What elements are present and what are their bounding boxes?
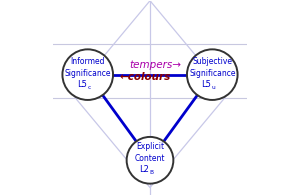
Text: Explicit
Content: Explicit Content: [135, 142, 165, 163]
Text: c: c: [87, 85, 90, 90]
Text: tempers→: tempers→: [129, 60, 181, 70]
Text: Subjective
Significance: Subjective Significance: [189, 57, 236, 78]
Text: B: B: [149, 170, 153, 175]
Circle shape: [187, 49, 238, 100]
Circle shape: [62, 49, 113, 100]
Circle shape: [127, 137, 173, 184]
Text: Informed
Significance: Informed Significance: [64, 57, 111, 78]
Text: L2: L2: [139, 165, 149, 174]
Text: ←colours: ←colours: [119, 72, 171, 82]
Text: u: u: [212, 85, 215, 90]
Text: L5: L5: [77, 80, 87, 89]
Text: L5: L5: [201, 80, 211, 89]
